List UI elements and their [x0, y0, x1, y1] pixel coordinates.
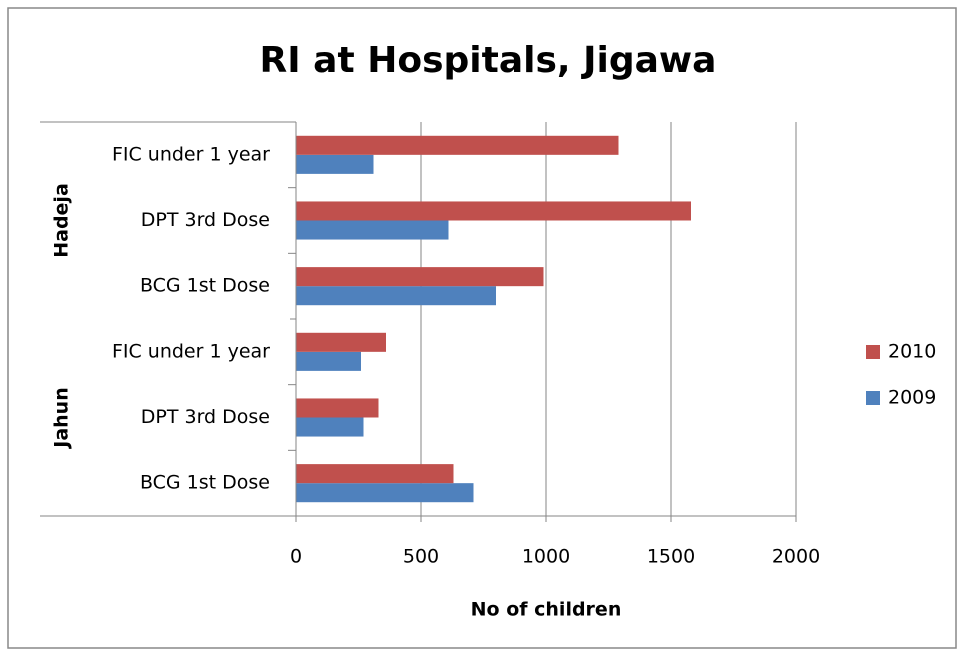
chart-title: RI at Hospitals, Jigawa — [260, 40, 717, 81]
x-tick-label: 500 — [403, 546, 439, 568]
x-axis-label: No of children — [471, 599, 622, 621]
bar — [296, 267, 544, 287]
bar — [296, 154, 374, 174]
bar — [296, 220, 449, 240]
group-label: Jahun — [51, 387, 73, 449]
y-tick-label: DPT 3rd Dose — [141, 406, 270, 428]
y-tick-label: DPT 3rd Dose — [141, 209, 270, 231]
x-tick-label: 2000 — [772, 546, 820, 568]
y-tick-label: BCG 1st Dose — [140, 275, 270, 297]
bar — [296, 464, 454, 484]
bar — [296, 483, 474, 503]
bar — [296, 417, 364, 437]
bar — [296, 332, 386, 352]
bar — [296, 135, 619, 155]
x-tick-label: 1500 — [647, 546, 695, 568]
y-tick-label: FIC under 1 year — [112, 340, 270, 362]
bar — [296, 351, 361, 371]
y-tick-label: FIC under 1 year — [112, 143, 270, 165]
bar — [296, 398, 379, 418]
x-tick-label: 0 — [290, 546, 302, 568]
bar — [296, 201, 691, 221]
legend-swatch — [866, 391, 880, 405]
y-tick-label: BCG 1st Dose — [140, 472, 270, 494]
x-tick-label: 1000 — [522, 546, 570, 568]
legend-label: 2010 — [888, 341, 936, 363]
chart-frame — [7, 7, 957, 649]
legend-swatch — [866, 345, 880, 359]
legend-label: 2009 — [888, 387, 936, 409]
bar — [296, 286, 496, 306]
group-label: Hadeja — [51, 183, 73, 258]
